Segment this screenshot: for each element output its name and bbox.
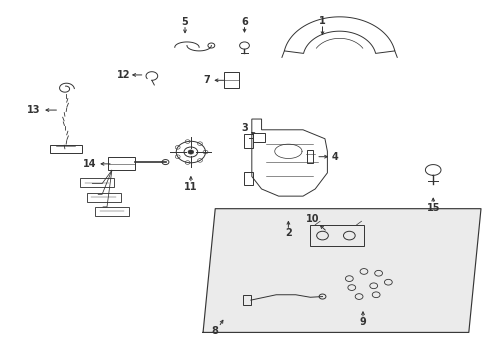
- Text: 10: 10: [305, 215, 319, 224]
- Text: 4: 4: [331, 152, 338, 162]
- Bar: [86, 193, 121, 202]
- Bar: [244, 134, 253, 148]
- Bar: [253, 134, 264, 142]
- Polygon shape: [203, 209, 480, 332]
- Text: 8: 8: [211, 325, 218, 336]
- Bar: [80, 178, 114, 187]
- Bar: [50, 145, 81, 153]
- Text: 6: 6: [241, 17, 247, 27]
- Text: 14: 14: [83, 159, 97, 169]
- Bar: [243, 295, 250, 305]
- Text: 1: 1: [319, 16, 325, 26]
- Text: 7: 7: [203, 75, 209, 85]
- Bar: [244, 172, 253, 185]
- Text: 11: 11: [184, 182, 197, 192]
- Text: 9: 9: [359, 318, 366, 327]
- Bar: [307, 150, 313, 163]
- Text: 13: 13: [27, 105, 41, 115]
- Text: 15: 15: [426, 203, 439, 213]
- Text: 12: 12: [117, 70, 131, 80]
- Text: 2: 2: [285, 228, 291, 238]
- Bar: [310, 225, 363, 246]
- Text: 5: 5: [181, 17, 188, 27]
- Text: 3: 3: [241, 123, 247, 133]
- Bar: [224, 72, 238, 88]
- Circle shape: [187, 150, 193, 154]
- Bar: [95, 207, 129, 216]
- Bar: [108, 157, 135, 170]
